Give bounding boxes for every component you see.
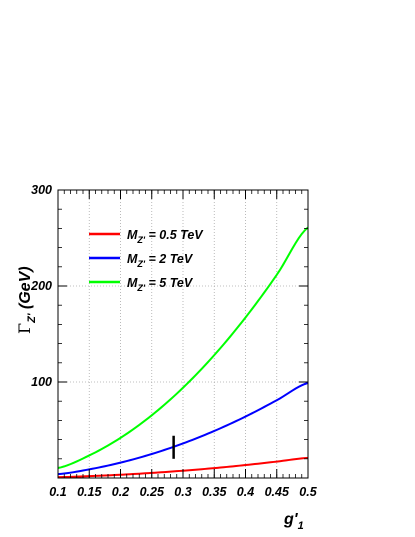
grid [58,190,308,478]
legend-label-main: M [127,228,138,242]
svg-text:ΓZ' (GeV): ΓZ' (GeV) [15,266,38,334]
y-tick-label: 100 [31,375,52,389]
x-tick-label: 0.4 [237,485,254,499]
legend-label-main: M [127,252,138,266]
x-tick-label: 0.2 [112,485,129,499]
legend-label-rest: = 5 TeV [145,276,194,290]
legend-label-2: MZ' = 5 TeV [127,276,194,293]
x-tick-label: 0.25 [140,485,165,499]
y-axis-label-sub: Z' [26,313,38,324]
x-axis-label-sub: 1 [298,520,304,532]
y-tick-label: 300 [31,183,52,197]
series-line-2 [57,226,309,469]
x-tick-label: 0.15 [77,485,102,499]
x-tick-label: 0.3 [174,485,191,499]
x-tick-label: 0.35 [202,485,227,499]
legend-label-rest: = 0.5 TeV [145,228,204,242]
y-tick-labels: 100 200 300 [30,183,52,389]
y-axis-label-symbol: Γ [15,323,34,334]
legend-label-0: MZ' = 0.5 TeV [127,228,204,245]
x-axis-label-main: g' [283,511,299,528]
x-axis-label: g'1 [283,511,304,532]
legend-label-rest: = 2 TeV [145,252,194,266]
legend-label-main: M [127,276,138,290]
axis-ticks [57,189,309,479]
x-tick-label: 0.1 [49,485,66,499]
y-axis-label: ΓZ' (GeV) [15,266,38,334]
legend-label-1: MZ' = 2 TeV [127,252,194,269]
y-axis-label-unit: (GeV) [17,266,34,313]
y-tick-label: 200 [30,279,52,293]
x-tick-labels: 0.1 0.15 0.2 0.25 0.3 0.35 0.4 0.45 0.5 [49,485,317,499]
legend-label-sub: Z' [136,235,145,245]
legend-label-sub: Z' [136,259,145,269]
x-tick-label: 0.45 [265,485,290,499]
legend-label-sub: Z' [136,283,145,293]
x-tick-label: 0.5 [299,485,317,499]
series-line-1 [57,382,309,476]
